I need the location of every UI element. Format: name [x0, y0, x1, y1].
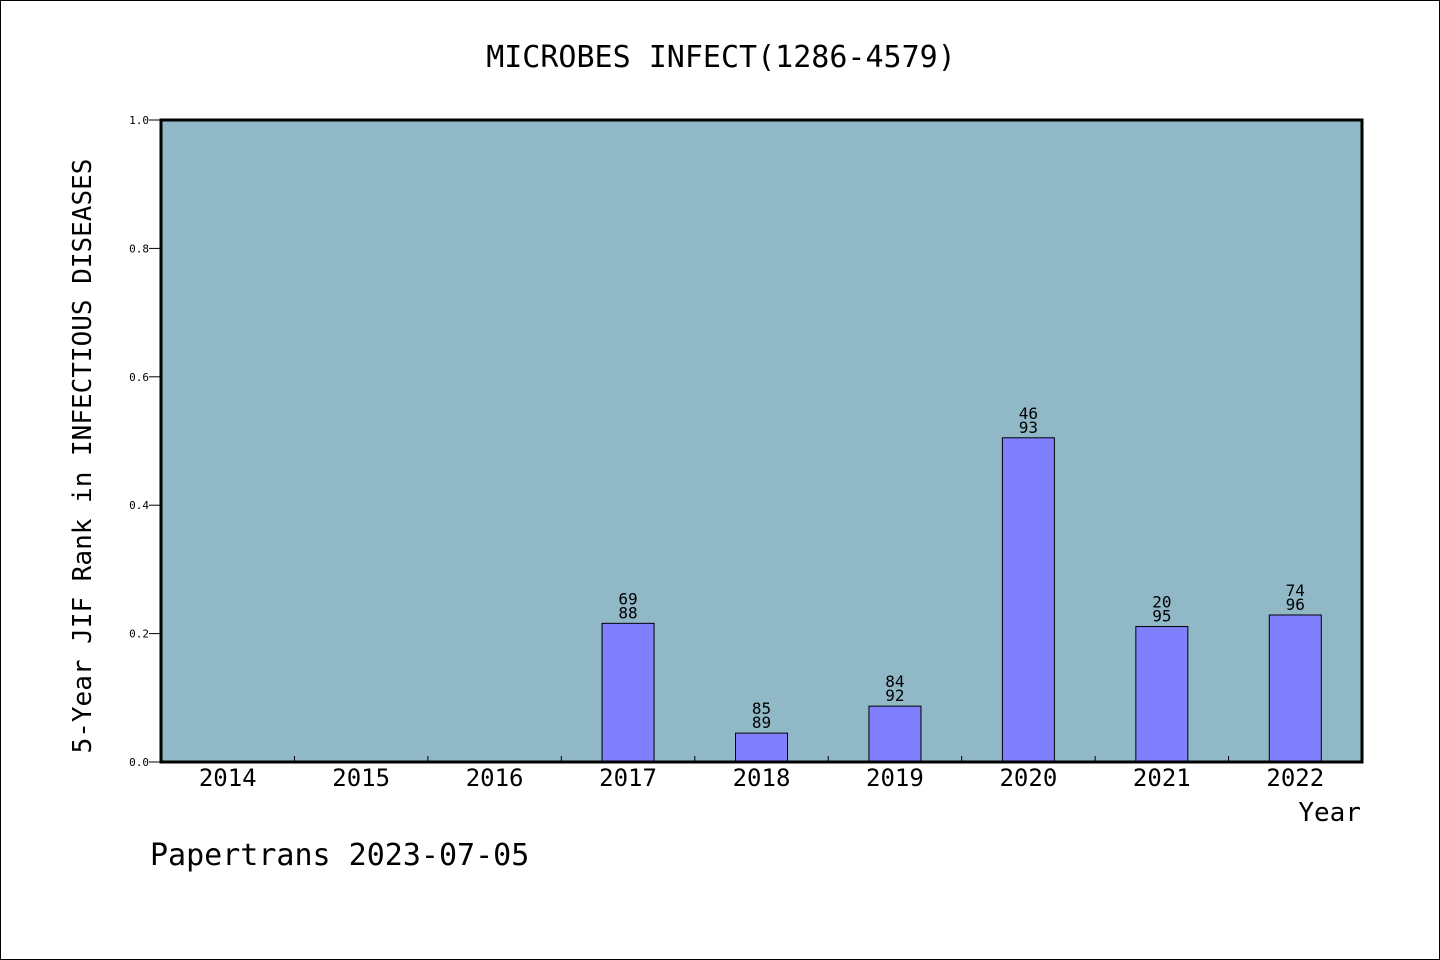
- x-tick-label: 2022: [1266, 764, 1324, 792]
- y-axis-label: 5-Year JIF Rank in INFECTIOUS DISEASES: [68, 159, 98, 754]
- bar-label-rank: 69: [618, 589, 637, 608]
- bar-label-total: 93: [1019, 418, 1038, 437]
- y-tick-label: 0.6: [129, 371, 149, 384]
- x-tick-label: 2018: [733, 764, 791, 792]
- x-tick-label: 2019: [866, 764, 924, 792]
- bar-label-rank: 46: [1019, 404, 1038, 423]
- x-axis: 2014 2015 2016 2017 2018 2019 2020 2021 2022: [199, 756, 1324, 792]
- bar-label-rank: 85: [752, 699, 771, 718]
- bar: [1268, 614, 1322, 763]
- x-tick-label: 2015: [332, 764, 390, 792]
- bar: [735, 732, 788, 763]
- bar-label-rank: 84: [885, 672, 904, 691]
- x-tick-label: 2016: [466, 764, 524, 792]
- y-tick-label: 0.4: [129, 499, 149, 512]
- y-tick-label: 0.2: [129, 628, 149, 641]
- bar-label-rank: 20: [1152, 593, 1171, 612]
- y-tick-label: 1.0: [129, 114, 149, 127]
- y-axis: 0.0 0.2 0.4 0.6 0.8 1.0: [129, 114, 161, 769]
- x-tick-label: 2014: [199, 764, 257, 792]
- bar: [1001, 437, 1055, 763]
- y-tick-label: 0.0: [129, 756, 149, 769]
- x-axis-label: Year: [1298, 798, 1361, 828]
- bar-label-rank: 74: [1286, 581, 1305, 600]
- footer-text: Papertrans 2023-07-05: [150, 838, 529, 873]
- chart-title: MICROBES INFECT(1286-4579): [486, 40, 956, 75]
- bar-label-total: 92: [885, 686, 904, 705]
- x-tick-label: 2017: [599, 764, 657, 792]
- bar-label-total: 89: [752, 713, 771, 732]
- y-tick-label: 0.8: [129, 242, 149, 255]
- bar-label-total: 88: [618, 603, 637, 622]
- x-tick-label: 2020: [999, 764, 1057, 792]
- bar-label-total: 95: [1152, 607, 1171, 626]
- bar: [868, 705, 922, 763]
- bar: [601, 622, 655, 763]
- bar: [1135, 626, 1189, 763]
- x-tick-label: 2021: [1133, 764, 1191, 792]
- bar-label-total: 96: [1286, 595, 1305, 614]
- plot-frame: [159, 118, 1364, 764]
